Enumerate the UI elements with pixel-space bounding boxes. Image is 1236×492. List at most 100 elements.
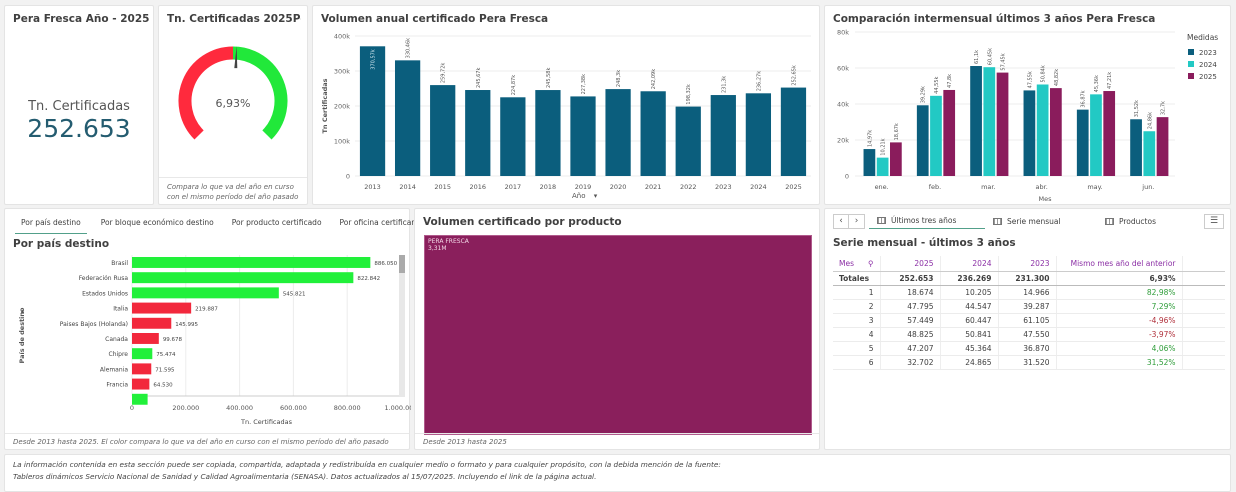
bar	[132, 393, 148, 405]
gauge-note: Compara lo que va del año en curso con e…	[159, 177, 307, 204]
tab-label: Serie mensual	[1007, 216, 1061, 226]
year-dimension-selector[interactable]: Año ▾	[572, 192, 597, 200]
bar	[1023, 90, 1036, 176]
bar	[1076, 109, 1089, 176]
bar-data-label: 198,32k	[686, 84, 692, 104]
bar	[605, 89, 631, 176]
bar-data-label: 75.474	[156, 352, 176, 358]
tab-productos[interactable]: Productos	[1097, 214, 1164, 229]
gauge-chart: 6,93%	[178, 46, 288, 140]
bar-data-label: 36,87k	[1081, 90, 1087, 107]
row-2023: 36.870	[998, 341, 1057, 356]
destinations-scrollbar[interactable]	[399, 255, 405, 397]
bar-data-label: 18,67k	[894, 123, 900, 140]
tab-por-oficina-certificante[interactable]: Por oficina certificante	[339, 218, 424, 227]
row-month[interactable]: 4	[833, 327, 881, 342]
tab-ultimos-tres-anos[interactable]: Últimos tres años	[869, 213, 985, 229]
bar-data-label: 31,52k	[1134, 100, 1140, 117]
row-month[interactable]: 2	[833, 299, 881, 314]
row-month[interactable]: 6	[833, 355, 881, 370]
tab-por-pais-destino[interactable]: Por país destino	[15, 212, 87, 234]
x-tick-label: 400.000	[226, 404, 253, 412]
gauge-value: 6,93%	[216, 97, 251, 110]
x-tick-label: 0	[130, 404, 134, 412]
search-icon[interactable]: ⚲	[868, 259, 874, 268]
bar-data-label: 245,58k	[546, 68, 552, 88]
bar-data-label: 886.050	[374, 261, 397, 267]
header-mes[interactable]: Mes ⚲	[833, 256, 881, 272]
table-header-row: Mes ⚲ 2025 2024 2023 Mismo mes año del an…	[833, 256, 1225, 272]
header-2024[interactable]: 2024	[940, 256, 999, 272]
row-variation: -3,97%	[1056, 327, 1183, 342]
x-tick-label: ene.	[875, 183, 889, 191]
bar	[890, 142, 902, 176]
row-2025: 57.449	[880, 313, 941, 328]
scrollbar-thumb[interactable]	[399, 255, 405, 273]
x-tick-label: 2017	[505, 183, 522, 191]
annual-bar-chart: 0 100k 200k 300k 400k Tn Certificadas 2013 370,…	[321, 33, 811, 191]
row-month[interactable]: 3	[833, 313, 881, 328]
table-row: 4 48.825 50.841 47.550 -3,97%	[833, 327, 1225, 342]
bar-data-label: 242,09k	[651, 69, 657, 89]
y-axis-title: País de destino	[18, 307, 26, 364]
bar	[916, 105, 929, 176]
footer-panel: La información contenida en esta sección…	[4, 454, 1231, 492]
monthly-chart-title: Comparación intermensual últimos 3 años …	[833, 13, 1156, 25]
header-2023[interactable]: 2023	[998, 256, 1057, 272]
row-variation: 7,29%	[1056, 299, 1183, 314]
row-2023: 47.550	[998, 327, 1057, 342]
tab-serie-mensual[interactable]: Serie mensual	[985, 214, 1097, 229]
tab-por-bloque-economico[interactable]: Por bloque económico destino	[100, 218, 214, 227]
bar-data-label: 64.530	[153, 383, 173, 389]
bar	[1050, 88, 1062, 176]
prev-tab-button[interactable]: ‹	[833, 213, 849, 229]
next-tab-button[interactable]: ›	[849, 213, 865, 229]
x-axis-title: Mes	[1039, 195, 1053, 203]
table-row: 6 32.702 24.865 31.520 31,52%	[833, 355, 1225, 370]
bar	[640, 91, 666, 176]
chevron-down-icon: ▾	[593, 192, 598, 200]
bar	[359, 46, 386, 176]
y-axis-title: Tn Certificadas	[321, 78, 329, 133]
bar	[500, 97, 526, 176]
x-tick-label: feb.	[929, 183, 941, 191]
bar	[465, 90, 491, 176]
empty-cell	[1182, 313, 1225, 328]
empty-cell	[1182, 327, 1225, 342]
treemap-cell-pera-fresca[interactable]: PERA FRESCA 3,31M	[424, 235, 812, 435]
monthly-bar-chart: 0 20k 40k 60k 80k ene. 14,97k 10,21k 18,67k feb. 3…	[837, 29, 1218, 204]
bar-data-label: 14,97k	[867, 130, 873, 147]
list-menu-button[interactable]: ☰	[1204, 213, 1224, 229]
row-2025: 47.207	[880, 341, 941, 356]
row-month[interactable]: 1	[833, 285, 881, 300]
y-tick-label: Paises Bajos (Holanda)	[60, 321, 128, 328]
row-month[interactable]: 5	[833, 341, 881, 356]
row-2024: 60.447	[940, 313, 999, 328]
empty-cell	[1182, 271, 1225, 286]
bar	[132, 378, 150, 390]
header-mismo-mes[interactable]: Mismo mes año del anterior	[1056, 256, 1183, 272]
bar	[1143, 131, 1156, 176]
table-row: 2 47.795 44.547 39.287 7,29%	[833, 299, 1225, 314]
table-icon	[993, 217, 1002, 225]
tab-label: Productos	[1119, 216, 1156, 226]
bar	[996, 72, 1009, 176]
tab-por-producto-certificado[interactable]: Por producto certificado	[231, 218, 322, 227]
bar-data-label: 32,7k	[1161, 101, 1167, 115]
product-panel: Volumen certificado por producto PERA FR…	[414, 208, 820, 450]
bar	[1130, 119, 1142, 176]
bar	[780, 87, 807, 176]
bar	[930, 95, 942, 176]
bar-data-label: 330,46k	[406, 38, 412, 58]
row-2025: 48.825	[880, 327, 941, 342]
kpi-title: Pera Fresca Año - 2025	[13, 13, 150, 25]
bar-data-label: 47,21k	[1107, 72, 1113, 89]
x-tick-label: 2024	[750, 183, 767, 191]
bar-data-label: 47,55k	[1027, 71, 1033, 88]
header-2025[interactable]: 2025	[880, 256, 941, 272]
bar-data-label: 24,86k	[1147, 112, 1153, 129]
totals-row: Totales 252.653 236.269 231.300 6,93%	[833, 271, 1225, 286]
x-tick-label: 600.000	[280, 404, 307, 412]
treemap-cell-name: PERA FRESCA	[428, 238, 469, 245]
row-variation: 4,06%	[1056, 341, 1183, 356]
